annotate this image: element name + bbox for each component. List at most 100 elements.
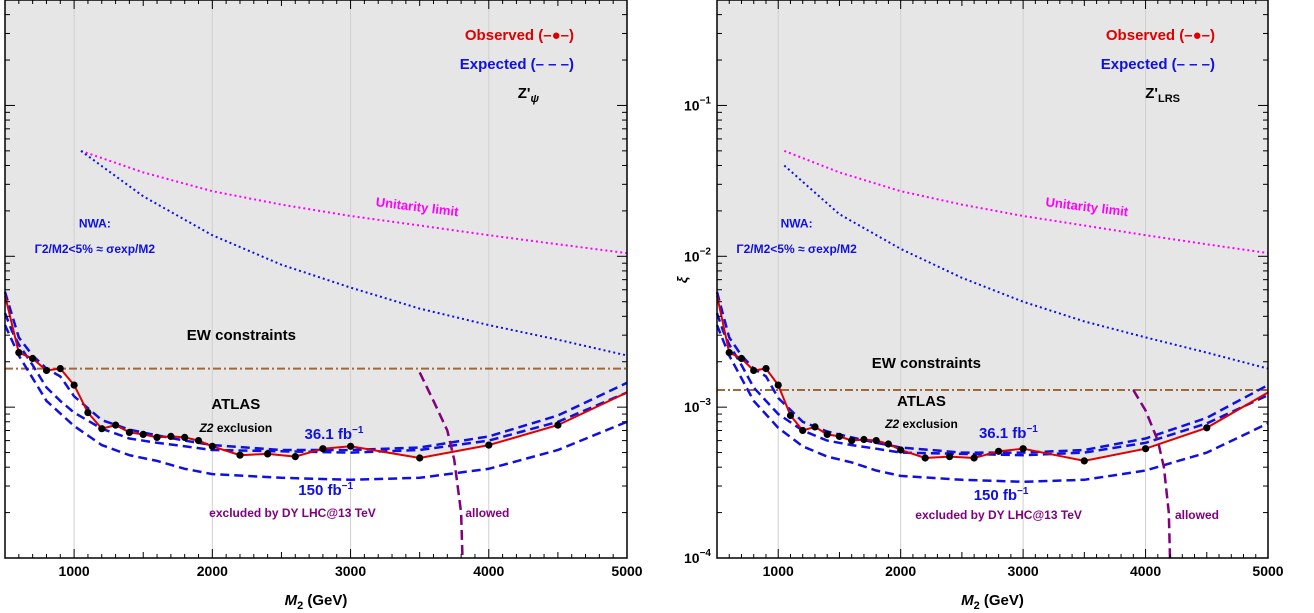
lumi-150fb-label: 150 fb−1 (974, 486, 1029, 504)
x-axis-label: M2 (GeV) (961, 592, 1024, 612)
observed-point (884, 440, 893, 448)
observed-point (774, 381, 782, 389)
legend-expected: Expected (– – –) (1101, 56, 1215, 73)
lumi-36fb-label: 36.1 fb−1 (305, 425, 364, 443)
legend-model: Z'LRS (1145, 85, 1180, 105)
observed-point (921, 454, 929, 462)
observed-point (485, 441, 493, 449)
dy-excluded-label: excluded by DY LHC@13 TeV (209, 506, 376, 520)
y-tick-label: 10−1 (684, 95, 711, 113)
dy-excluded-label: excluded by DY LHC@13 TeV (915, 508, 1082, 522)
atlas-label: ATLAS (897, 393, 946, 410)
observed-point (112, 421, 120, 429)
atlas-label: ATLAS (211, 396, 260, 413)
x-tick-label: 2000 (197, 563, 228, 579)
observed-point (823, 430, 831, 438)
expected-150fb-upper-curve (715, 312, 1269, 457)
y-axis-label: ξ (674, 276, 690, 283)
observed-point (1080, 457, 1088, 465)
dy-allowed-label: allowed (1175, 508, 1219, 522)
plot-frame (4, 0, 628, 559)
observed-point (786, 411, 795, 420)
excluded-region (717, 0, 1268, 461)
observed-point (416, 454, 424, 462)
excluded-region (5, 0, 627, 458)
observed-point (750, 366, 758, 375)
nwa-condition-label: Γ2/M2<5% ≈ σexp/M2 (736, 242, 857, 256)
legend-observed: Observed (–●–) (465, 27, 574, 44)
y-tick-label: 10−2 (684, 246, 711, 264)
expected-150fb-lower-curve (3, 324, 628, 482)
lumi-150fb-label: 150 fb−1 (298, 481, 353, 499)
observed-point (811, 423, 819, 431)
x-tick-label: 4000 (1130, 563, 1161, 579)
legend-model: Z'ψ (518, 85, 540, 105)
x-tick-label: 1000 (763, 563, 794, 579)
observed-point (264, 450, 272, 458)
x-tick-label: 5000 (1252, 563, 1283, 579)
observed-point (347, 442, 355, 450)
z2-exclusion-label: Z2 exclusion (198, 421, 272, 435)
observed-point (970, 454, 978, 462)
observed-point (737, 354, 746, 363)
observed-point (725, 349, 733, 357)
nwa-condition-label: Γ2/M2<5% ≈ σexp/M2 (35, 242, 156, 256)
expected-150fb-upper-curve (3, 312, 628, 454)
observed-point (799, 426, 807, 435)
observed-point (995, 447, 1003, 455)
observed-point (56, 365, 64, 373)
y-tick-label: 10−3 (684, 397, 711, 415)
dy-exclusion-curve (418, 371, 464, 559)
lumi-36fb-label: 36.1 fb−1 (979, 424, 1038, 442)
x-tick-label: 2000 (885, 563, 916, 579)
observed-point (860, 435, 868, 444)
observed-point (125, 428, 133, 436)
observed-point (208, 442, 216, 450)
observed-point (848, 437, 856, 445)
observed-point (28, 354, 37, 363)
observed-point (42, 366, 51, 375)
legend-observed: Observed (–●–) (1106, 27, 1215, 44)
observed-point (554, 421, 562, 429)
chart-panel-right: 1000 2000 3000 4000 5000 10−4 10−3 10−2 10−1 M2 (… (674, 0, 1284, 612)
observed-point (946, 453, 954, 461)
x-tick-label: 1000 (59, 563, 90, 579)
legend-expected: Expected (– – –) (460, 56, 574, 73)
observed-point (1142, 445, 1150, 453)
observed-point (319, 445, 327, 453)
z2-exclusion-label: Z2 exclusion (884, 417, 958, 431)
expected-36fb-curve (3, 291, 628, 452)
unitarity-limit-curve (783, 149, 1269, 255)
observed-point (139, 430, 147, 438)
observed-point (181, 433, 189, 441)
x-tick-label: 4000 (473, 563, 504, 579)
observed-point (762, 365, 770, 373)
dy-allowed-label: allowed (465, 506, 509, 520)
y-tick-label: 10−4 (684, 548, 711, 566)
ew-constraints-label: EW constraints (872, 355, 981, 372)
x-tick-label: 3000 (335, 563, 366, 579)
observed-point (153, 433, 161, 441)
observed-point (1203, 424, 1211, 432)
ew-constraints-label: EW constraints (187, 327, 296, 344)
observed-point (872, 437, 880, 445)
observed-point (835, 432, 844, 440)
x-tick-label: 5000 (611, 563, 642, 579)
plot-frame (716, 0, 1269, 559)
observed-point (194, 437, 203, 445)
observed-point (15, 349, 23, 357)
observed-point (1019, 445, 1027, 453)
x-tick-label: 3000 (1008, 563, 1039, 579)
expected-150fb-lower-curve (715, 324, 1269, 484)
observed-point (84, 409, 92, 417)
nwa-label: NWA: (781, 217, 813, 231)
observed-point (236, 451, 244, 459)
observed-point (98, 425, 106, 433)
observed-point (70, 381, 78, 389)
dy-exclusion-curve (1132, 389, 1172, 559)
nwa-label: NWA: (79, 217, 111, 231)
x-axis-label: M2 (GeV) (285, 592, 348, 612)
observed-point (167, 432, 175, 440)
